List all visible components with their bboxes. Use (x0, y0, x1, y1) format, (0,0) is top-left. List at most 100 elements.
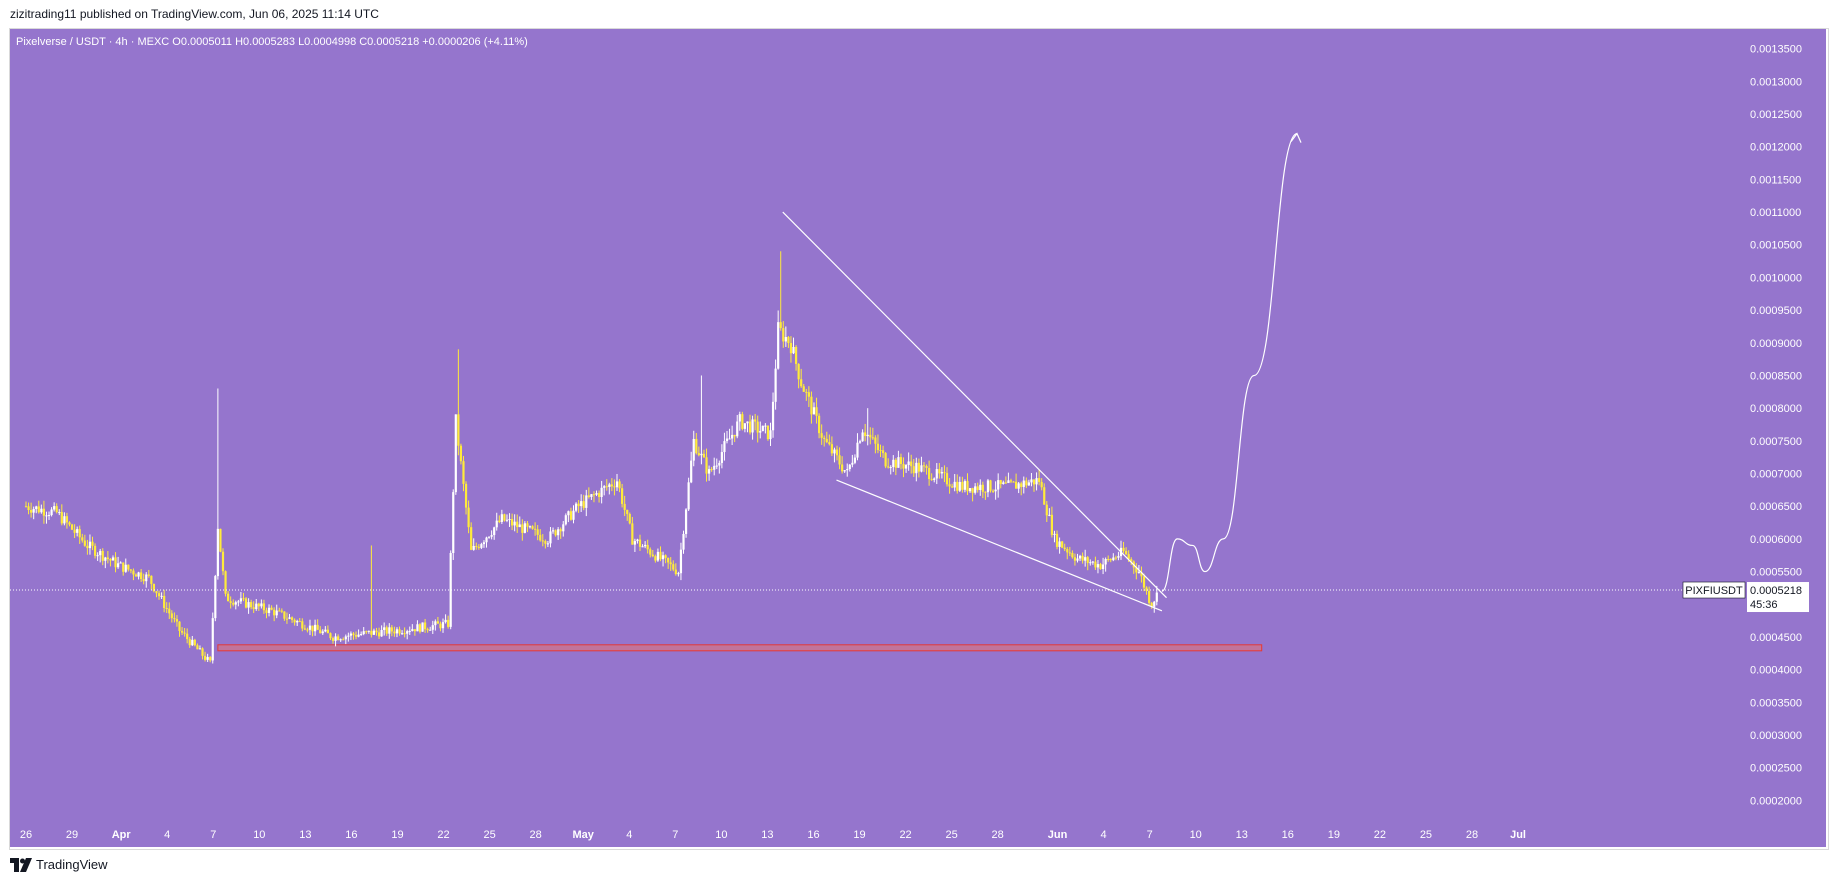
x-tick-label: Jul (1510, 829, 1526, 841)
candle-body (216, 528, 219, 577)
candle-body (989, 480, 992, 491)
candle-body (713, 465, 716, 470)
candle-body (40, 508, 43, 513)
candle-body (638, 539, 642, 547)
candle-body (951, 486, 954, 488)
x-tick-label: 25 (1420, 829, 1432, 841)
candle-body (748, 421, 752, 433)
candle-body (53, 506, 56, 510)
candle-body (820, 433, 823, 438)
candle-body (114, 557, 117, 568)
candle-body (288, 617, 291, 619)
candle-body (106, 557, 109, 560)
candle-body (766, 425, 770, 440)
candle-body (267, 607, 271, 613)
candle-body (1101, 564, 1105, 570)
candle-body (595, 493, 598, 495)
x-tick-label: 7 (210, 829, 216, 841)
candle-body (482, 542, 486, 545)
candle-body (940, 472, 944, 474)
candle-body (124, 564, 127, 572)
y-tick-label: 0.0004500 (1750, 632, 1802, 644)
candle-body (306, 629, 309, 631)
candle-body (32, 508, 35, 513)
candle-body (669, 562, 672, 565)
candle-body (1142, 576, 1146, 588)
candle-body (621, 488, 624, 504)
candle-body (825, 438, 828, 443)
candle-body (487, 536, 491, 538)
candle-body (690, 460, 693, 483)
candle-body (1130, 559, 1133, 562)
candle-layer (24, 251, 1158, 664)
candle-body (771, 401, 775, 431)
candle-body (526, 523, 529, 527)
candle-body (759, 431, 762, 433)
candle-body (311, 625, 314, 632)
candle-body (367, 630, 370, 632)
symbol-ohlc-line: Pixelverse / USDT · 4h · MEXC O0.0005011… (16, 36, 528, 48)
candle-body (743, 423, 747, 429)
candle-body (237, 601, 240, 603)
projection-curve (1161, 132, 1298, 592)
candle-body (467, 507, 470, 528)
candle-body (631, 523, 634, 545)
x-tick-label: 28 (1466, 829, 1478, 841)
candle-body (580, 501, 583, 507)
candle-body (815, 407, 818, 416)
candle-body (646, 544, 649, 550)
brand-label: TradingView (36, 857, 108, 872)
candle-body (651, 554, 654, 557)
candle-body (1073, 557, 1077, 561)
candle-body (81, 537, 84, 541)
candle-body (219, 528, 222, 552)
candle-body (623, 503, 626, 510)
candle-body (910, 461, 913, 467)
candle-body (1022, 480, 1025, 487)
candle-body (738, 414, 741, 422)
candle-body (956, 481, 959, 491)
candle-body (523, 523, 526, 533)
candle-body (127, 564, 130, 570)
candle-body (574, 503, 578, 511)
y-tick-label: 0.0002000 (1750, 795, 1802, 807)
candle-body (47, 515, 51, 517)
candle-body (1040, 481, 1043, 488)
candle-body (869, 434, 872, 438)
candle-body (592, 494, 596, 496)
candle-body (360, 633, 363, 635)
candle-body (848, 464, 851, 470)
candle-body (503, 514, 506, 521)
candle-body (372, 630, 376, 635)
y-tick-label: 0.0009000 (1750, 338, 1802, 350)
candle-body (912, 466, 915, 474)
candle-body (518, 524, 521, 528)
candle-body (134, 574, 138, 577)
candle-body (342, 639, 345, 641)
candle-body (787, 337, 790, 344)
candle-body (695, 438, 698, 454)
candle-body (168, 608, 171, 614)
candle-body (1114, 557, 1117, 559)
candle-body (232, 602, 235, 605)
candle-body (429, 629, 432, 631)
candle-body (76, 529, 79, 533)
candle-body (971, 488, 974, 493)
candle-body (603, 486, 606, 488)
candle-body (994, 489, 997, 492)
y-tick-label: 0.0010000 (1750, 272, 1802, 284)
tradingview-brand[interactable]: TradingView (10, 857, 108, 872)
candle-body (1091, 561, 1094, 563)
candle-body (362, 631, 365, 634)
candle-body (406, 631, 409, 634)
candle-body (590, 494, 593, 497)
candle-body (577, 503, 580, 507)
candle-body (490, 535, 493, 537)
candle-body (1025, 480, 1028, 486)
candle-body (874, 437, 877, 444)
candle-body (858, 441, 862, 443)
candle-body (997, 480, 1000, 490)
candle-body (447, 619, 450, 627)
candle-body (723, 441, 726, 453)
